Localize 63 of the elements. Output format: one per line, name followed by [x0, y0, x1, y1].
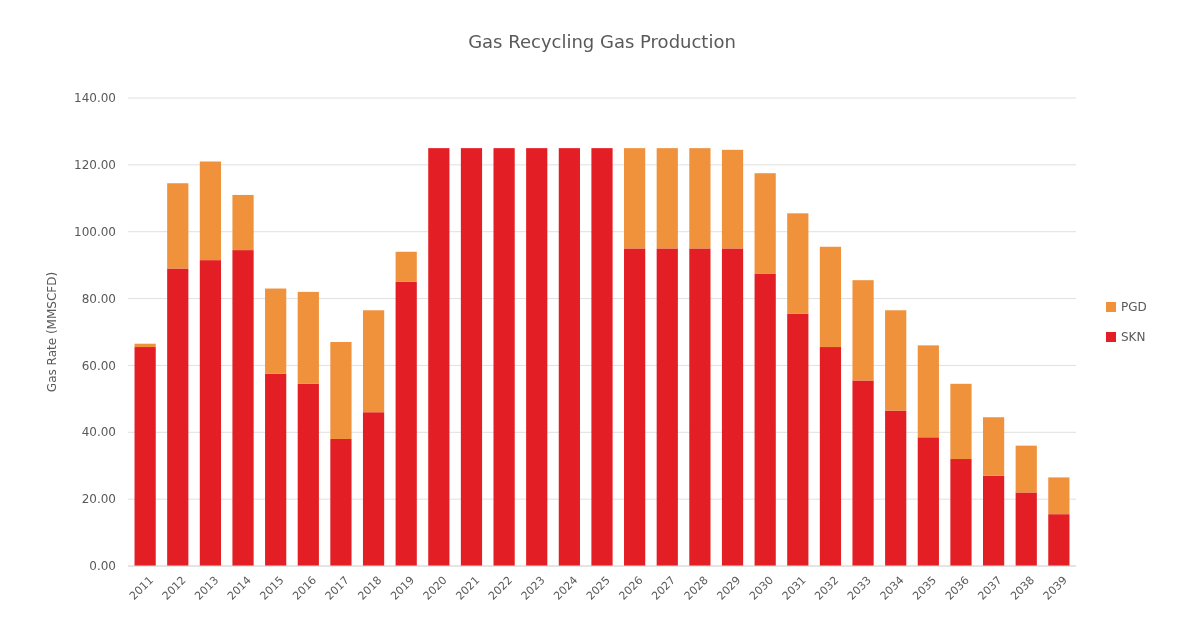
bar [1015, 492, 1037, 566]
bar [1048, 477, 1070, 515]
bar [624, 248, 646, 566]
bar [787, 313, 809, 566]
bar [885, 410, 907, 566]
bar [787, 213, 809, 314]
bar [754, 273, 776, 566]
bar [852, 280, 874, 381]
bar [167, 268, 189, 566]
y-tick-label: 140.00 [74, 91, 116, 106]
bar [134, 347, 156, 566]
bar [917, 345, 939, 438]
bar [689, 248, 711, 566]
bar [819, 246, 842, 348]
bar [591, 148, 613, 566]
bar [330, 342, 352, 439]
bar [167, 183, 189, 269]
bar [721, 149, 744, 249]
bar [362, 310, 385, 413]
y-axis-title: Gas Rate (MMSCFD) [45, 271, 59, 393]
bar [819, 347, 842, 566]
bar [460, 148, 483, 566]
bar [265, 373, 287, 566]
bar [395, 281, 417, 566]
bar [983, 475, 1005, 566]
chart-title: Gas Recycling Gas Production [468, 31, 736, 52]
bar [428, 148, 450, 566]
bar [656, 148, 678, 249]
bar [754, 173, 776, 274]
bar [199, 161, 221, 261]
bar [885, 310, 907, 411]
bar [395, 251, 417, 282]
bar [917, 437, 939, 566]
legend-label: PGD [1121, 300, 1147, 315]
bar [232, 194, 254, 251]
bar [232, 250, 254, 566]
bar [199, 260, 221, 566]
y-tick-label: 20.00 [81, 492, 116, 507]
bar [852, 380, 874, 566]
bar [950, 459, 972, 566]
bar [656, 248, 678, 566]
y-tick-label: 40.00 [81, 425, 116, 440]
y-tick-label: 0.00 [89, 559, 116, 574]
y-tick-label: 120.00 [74, 158, 116, 173]
bar [983, 417, 1005, 476]
bar [721, 248, 744, 566]
bar [950, 383, 972, 460]
bar [297, 291, 319, 384]
bar [526, 148, 548, 566]
y-tick-label: 60.00 [81, 358, 116, 373]
bar [1048, 514, 1070, 566]
bar [624, 148, 646, 249]
bar [1015, 445, 1037, 493]
bar [558, 148, 580, 566]
bar [265, 288, 287, 374]
y-tick-label: 100.00 [74, 224, 116, 239]
legend-label: SKN [1121, 330, 1146, 345]
bar [689, 148, 711, 249]
y-tick-label: 80.00 [81, 291, 116, 306]
bar [493, 148, 515, 566]
bar [297, 383, 319, 566]
bar [330, 438, 352, 566]
bar [362, 412, 385, 566]
